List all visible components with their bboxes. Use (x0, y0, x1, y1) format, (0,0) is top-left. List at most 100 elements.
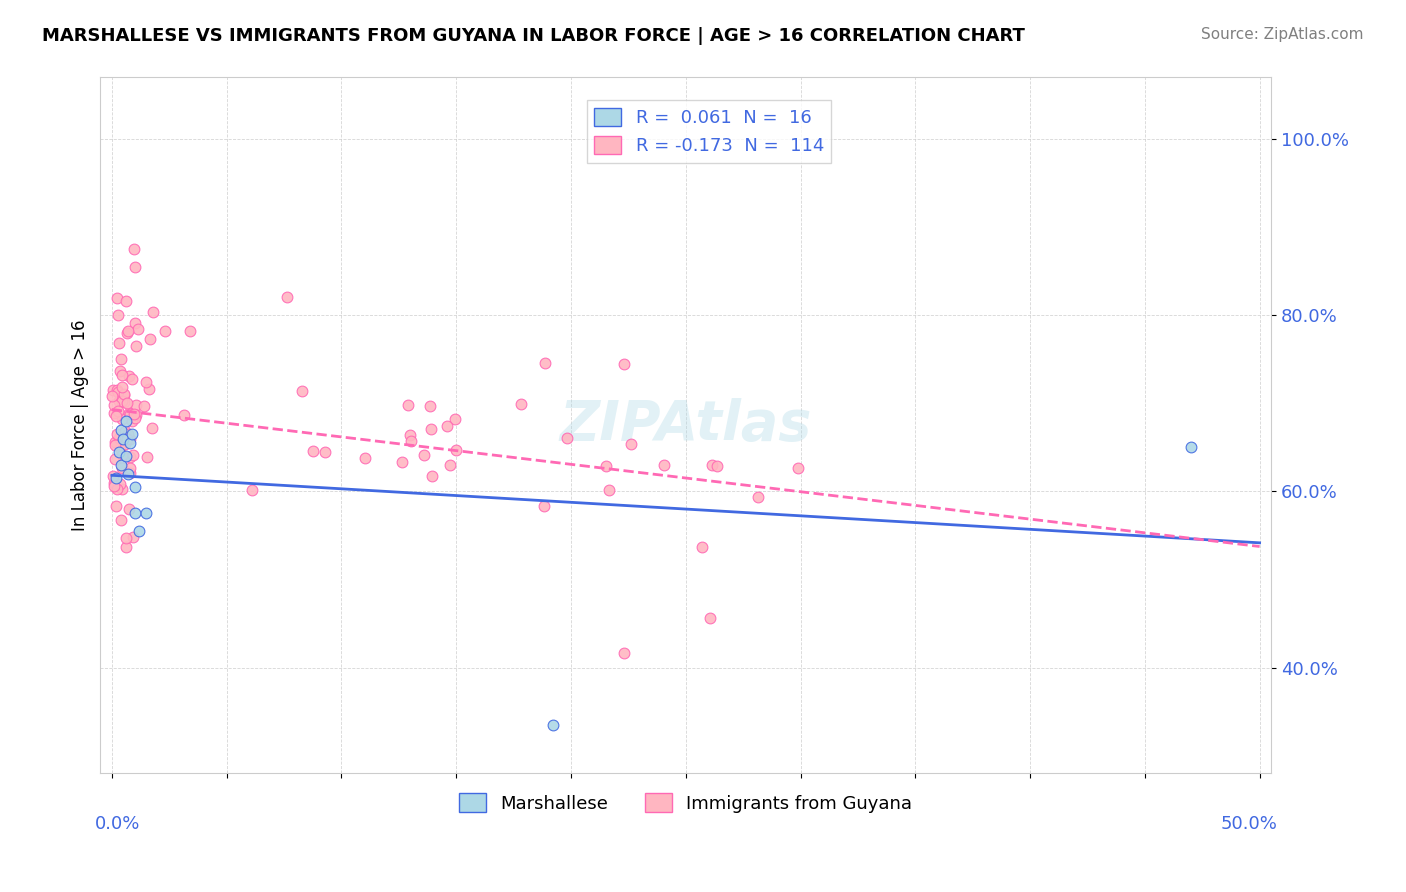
Point (124, 507, 146, 521)
Point (179, 324, 201, 338)
Point (533, 356, 555, 370)
Point (613, 357, 636, 371)
Point (110, 423, 132, 437)
Point (108, 431, 131, 445)
Point (103, 399, 125, 413)
Point (107, 444, 129, 458)
Point (291, 384, 314, 398)
Point (121, 372, 143, 386)
Point (115, 396, 138, 410)
Point (412, 448, 434, 462)
Point (120, 432, 142, 446)
Point (444, 443, 467, 458)
Point (122, 530, 145, 544)
Point (173, 408, 195, 422)
Point (692, 540, 714, 554)
Point (110, 352, 132, 367)
Legend: Marshallese, Immigrants from Guyana: Marshallese, Immigrants from Guyana (451, 786, 920, 820)
Point (118, 460, 141, 475)
Point (396, 398, 419, 412)
Text: MARSHALLESE VS IMMIGRANTS FROM GUYANA IN LABOR FORCE | AGE > 16 CORRELATION CHAR: MARSHALLESE VS IMMIGRANTS FROM GUYANA IN… (42, 27, 1025, 45)
Point (114, 540, 136, 554)
Point (105, 384, 128, 398)
Point (132, 399, 155, 413)
Text: Source: ZipAtlas.com: Source: ZipAtlas.com (1201, 27, 1364, 42)
Point (555, 432, 578, 446)
Point (103, 469, 125, 483)
Point (112, 388, 135, 402)
Point (117, 324, 139, 338)
Point (104, 438, 127, 452)
Point (439, 458, 461, 472)
Point (121, 427, 143, 442)
Point (108, 441, 131, 455)
Point (111, 394, 134, 409)
Point (142, 305, 165, 319)
Point (108, 336, 131, 351)
Point (114, 449, 136, 463)
Point (786, 460, 808, 475)
Point (240, 483, 263, 498)
Point (118, 502, 141, 516)
Point (111, 483, 134, 497)
Point (104, 499, 127, 513)
Point (153, 324, 176, 338)
Point (104, 409, 127, 424)
Point (122, 242, 145, 256)
Point (101, 389, 124, 403)
Point (124, 316, 146, 330)
Point (108, 477, 131, 491)
Point (141, 421, 163, 435)
Point (111, 459, 134, 474)
Point (108, 364, 131, 378)
Point (401, 434, 423, 448)
Point (104, 434, 127, 449)
Point (115, 326, 138, 340)
Point (111, 380, 134, 394)
Point (114, 414, 136, 428)
Point (124, 408, 146, 422)
Point (107, 385, 129, 400)
Point (111, 449, 134, 463)
Point (436, 418, 458, 433)
Point (613, 647, 636, 661)
Point (419, 399, 441, 413)
Point (595, 458, 617, 473)
Point (105, 291, 128, 305)
Point (114, 424, 136, 438)
Point (138, 382, 160, 396)
Point (135, 450, 157, 465)
Point (110, 458, 132, 472)
Point (111, 368, 134, 382)
Point (620, 437, 643, 451)
Point (353, 451, 375, 466)
Point (111, 412, 134, 426)
Point (135, 375, 157, 389)
Point (110, 513, 132, 527)
Text: ZIPAtlas: ZIPAtlas (560, 399, 811, 452)
Point (107, 394, 129, 409)
Point (314, 444, 336, 458)
Point (122, 407, 145, 421)
Point (114, 436, 136, 450)
Point (111, 461, 134, 475)
Point (128, 524, 150, 538)
Point (118, 466, 141, 480)
Point (103, 475, 125, 490)
Point (276, 290, 298, 304)
Point (391, 455, 413, 469)
Point (105, 427, 128, 442)
Point (117, 426, 139, 441)
Text: 50.0%: 50.0% (1220, 815, 1277, 833)
Point (135, 507, 157, 521)
Point (101, 383, 124, 397)
Point (124, 260, 146, 274)
Point (114, 429, 136, 443)
Point (112, 386, 135, 401)
Point (702, 458, 724, 473)
Point (120, 436, 142, 450)
Point (120, 450, 142, 464)
Point (444, 412, 467, 426)
Point (125, 339, 148, 353)
Point (127, 322, 149, 336)
